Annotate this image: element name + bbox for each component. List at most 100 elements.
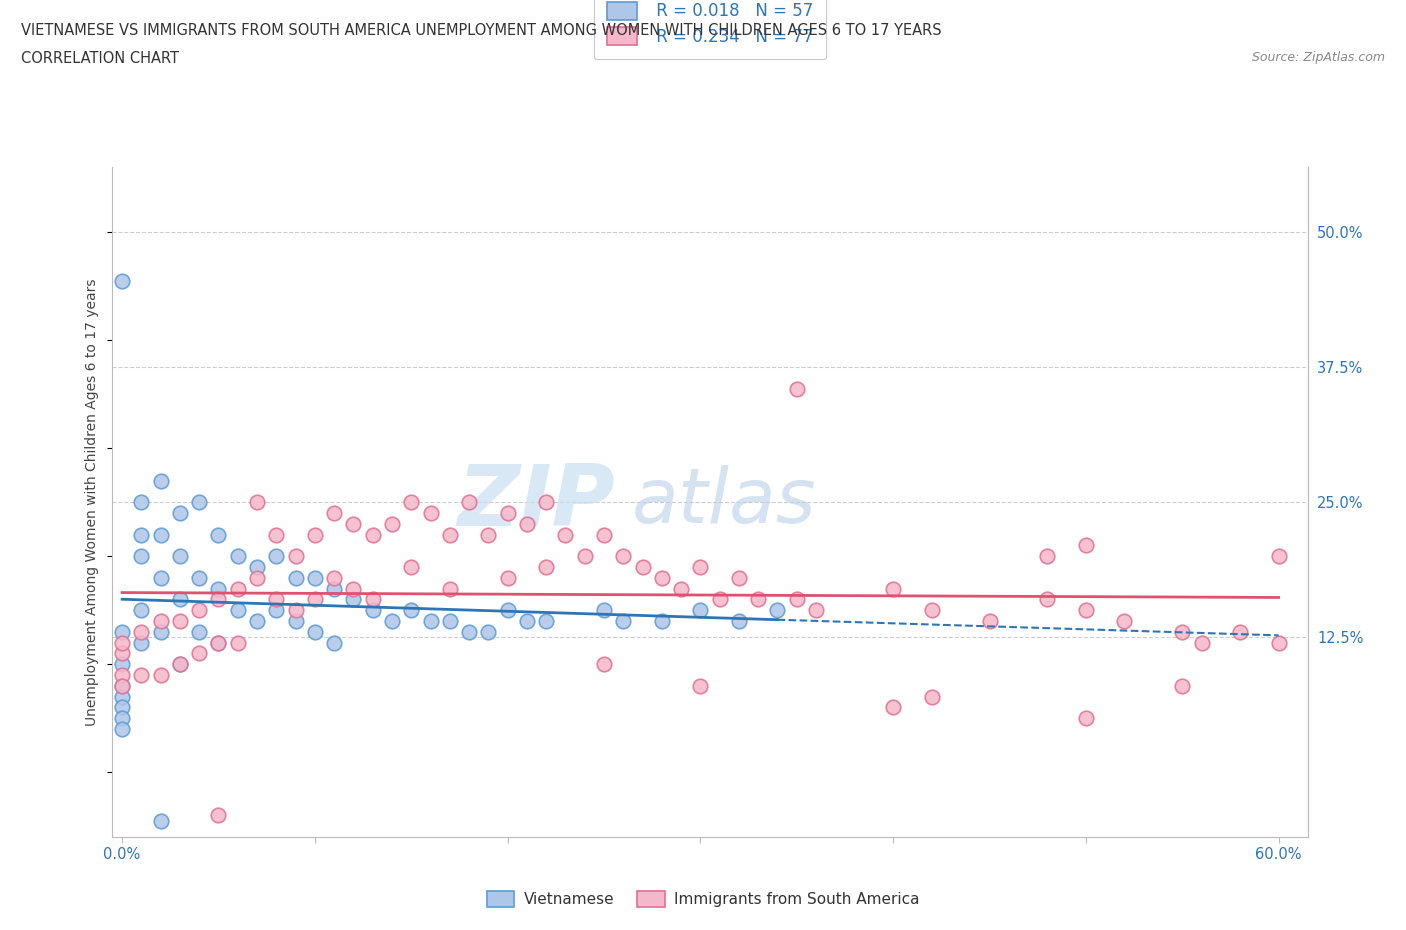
Point [1036,592,1059,607]
Point [169,506,191,521]
Point [381,516,404,531]
Point [593,657,616,671]
Point [266,527,288,542]
Point [689,560,711,575]
Point [361,592,384,607]
Point [246,495,269,510]
Point [111,711,134,725]
Point [1114,614,1136,629]
Point [323,581,346,596]
Point [226,603,249,618]
Point [439,614,461,629]
Point [226,635,249,650]
Point [323,506,346,521]
Point [439,527,461,542]
Point [401,560,423,575]
Point [1171,624,1194,639]
Y-axis label: Unemployment Among Women with Children Ages 6 to 17 years: Unemployment Among Women with Children A… [86,278,100,726]
Point [207,635,229,650]
Point [131,635,153,650]
Point [593,527,616,542]
Point [401,495,423,510]
Point [111,722,134,737]
Point [786,592,808,607]
Point [111,678,134,693]
Point [207,635,229,650]
Point [342,592,364,607]
Point [747,592,769,607]
Point [207,592,229,607]
Point [419,614,441,629]
Point [304,570,326,585]
Text: VIETNAMESE VS IMMIGRANTS FROM SOUTH AMERICA UNEMPLOYMENT AMONG WOMEN WITH CHILDR: VIETNAMESE VS IMMIGRANTS FROM SOUTH AMER… [21,23,942,38]
Point [728,614,751,629]
Point [979,614,1001,629]
Point [207,808,229,823]
Point [149,624,172,639]
Point [149,527,172,542]
Point [534,560,557,575]
Point [131,624,153,639]
Point [284,570,307,585]
Point [111,657,134,671]
Point [458,495,481,510]
Point [534,614,557,629]
Point [149,473,172,488]
Point [169,657,191,671]
Point [188,646,211,661]
Point [266,549,288,564]
Point [439,581,461,596]
Point [342,581,364,596]
Point [804,603,827,618]
Point [882,581,904,596]
Point [323,635,346,650]
Point [477,624,499,639]
Point [419,506,441,521]
Point [304,624,326,639]
Point [169,592,191,607]
Point [689,603,711,618]
Point [1229,624,1251,639]
Point [246,570,269,585]
Point [188,495,211,510]
Point [882,700,904,715]
Point [401,603,423,618]
Point [1171,678,1194,693]
Point [689,678,711,693]
Point [188,603,211,618]
Point [111,646,134,661]
Point [169,657,191,671]
Point [361,603,384,618]
Point [1074,538,1097,552]
Point [111,635,134,650]
Point [516,614,538,629]
Point [111,668,134,683]
Text: Source: ZipAtlas.com: Source: ZipAtlas.com [1251,51,1385,64]
Text: CORRELATION CHART: CORRELATION CHART [21,51,179,66]
Point [304,592,326,607]
Point [477,527,499,542]
Point [381,614,404,629]
Point [516,516,538,531]
Point [342,516,364,531]
Point [1036,549,1059,564]
Point [612,614,634,629]
Point [149,668,172,683]
Point [111,700,134,715]
Point [226,581,249,596]
Point [593,603,616,618]
Point [458,624,481,639]
Point [131,603,153,618]
Legend: Vietnamese, Immigrants from South America: Vietnamese, Immigrants from South Americ… [481,884,925,913]
Point [1191,635,1213,650]
Point [786,381,808,396]
Point [149,614,172,629]
Point [111,273,134,288]
Point [246,614,269,629]
Point [304,527,326,542]
Point [111,678,134,693]
Point [1074,711,1097,725]
Point [554,527,576,542]
Point [361,527,384,542]
Point [728,570,751,585]
